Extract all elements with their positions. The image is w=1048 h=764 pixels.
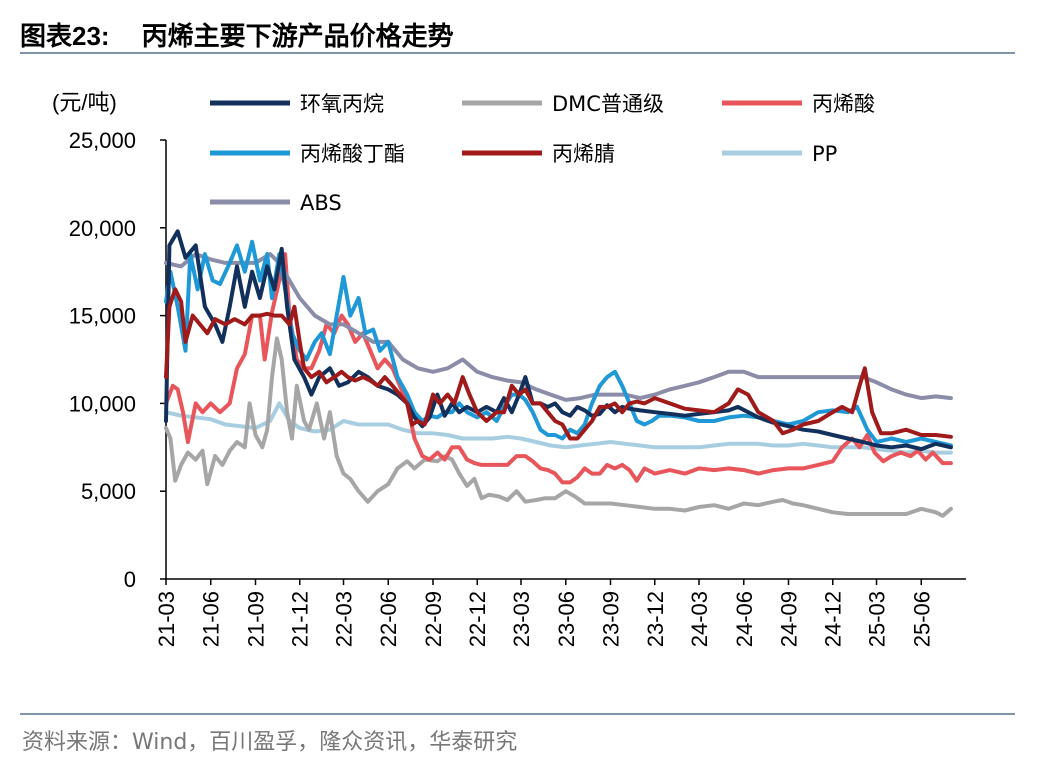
x-tick-label: 21-06 [199, 591, 224, 647]
x-tick-label: 23-03 [509, 591, 534, 647]
x-tick-label: 21-09 [243, 591, 268, 647]
x-tick-label: 22-09 [421, 591, 446, 647]
series-line-3 [164, 252, 953, 485]
y-unit-label: (元/吨) [52, 90, 117, 115]
x-tick-label: 25-03 [865, 591, 890, 647]
series-line-5 [164, 287, 953, 441]
legend-label: PP [812, 142, 837, 166]
y-tick-label: 25,000 [69, 128, 136, 153]
x-tick-label: 22-03 [332, 591, 357, 647]
legend-label: 丙烯酸丁酯 [300, 142, 405, 166]
series-line-7 [164, 252, 953, 402]
legend-label: DMC普通级 [552, 92, 664, 116]
series-line-1 [164, 229, 953, 452]
figure-label: 图表23: [20, 21, 110, 51]
x-tick-label: 22-12 [465, 591, 490, 647]
x-tick-label: 21-03 [154, 591, 179, 647]
bottom-rule [20, 713, 1015, 715]
axes: 0 5,000 10,000 15,000 20,000 25,000 21-03 21-06… [69, 128, 966, 647]
series-line-2 [164, 336, 953, 518]
x-tick-label: 24-12 [821, 591, 846, 647]
x-tick-label: 24-06 [732, 591, 757, 647]
figure-title: 图表23: 丙烯主要下游产品价格走势 [20, 16, 454, 53]
x-tick-label: 21-12 [288, 591, 313, 647]
y-tick-label: 0 [124, 567, 136, 592]
x-tick-label: 23-12 [643, 591, 668, 647]
y-tick-label: 10,000 [69, 391, 136, 416]
y-tick-label: 15,000 [69, 304, 136, 329]
x-tick-label: 23-06 [554, 591, 579, 647]
x-tick-label: 25-06 [909, 591, 934, 647]
y-tick-label: 20,000 [69, 216, 136, 241]
x-tick-label: 23-09 [598, 591, 623, 647]
x-tick-label: 24-09 [776, 591, 801, 647]
x-tick-label: 22-06 [376, 591, 401, 647]
legend-label: 环氧丙烷 [300, 92, 384, 116]
x-tick-label: 24-03 [687, 591, 712, 647]
y-tick-label: 5,000 [81, 479, 136, 504]
series-layer [164, 229, 953, 518]
source-note: 资料来源：Wind，百川盈孚，隆众资讯，华泰研究 [22, 730, 518, 755]
legend-label: 丙烯酸 [812, 92, 875, 116]
legend-label: 丙烯腈 [552, 142, 615, 166]
legend-label: ABS [300, 191, 342, 215]
figure-title-text: 丙烯主要下游产品价格走势 [141, 22, 454, 52]
top-rule [20, 52, 1015, 54]
